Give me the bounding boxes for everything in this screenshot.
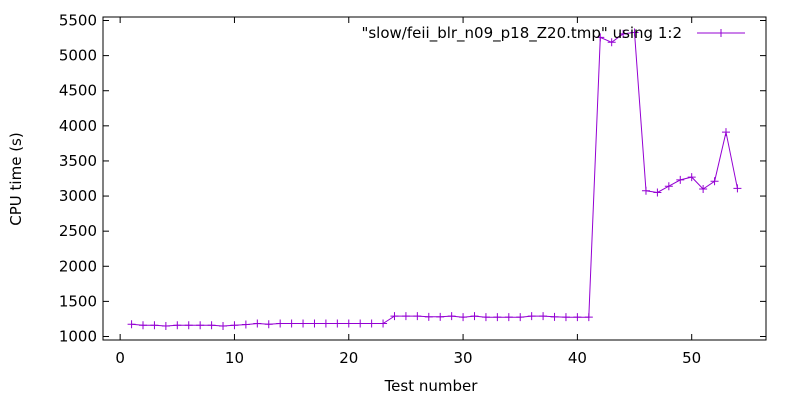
- legend: "slow/feii_blr_n09_p18_Z20.tmp" using 1:…: [361, 24, 745, 43]
- data-point: [196, 321, 205, 330]
- data-point: [139, 321, 148, 330]
- x-tick-label: 50: [682, 349, 701, 367]
- x-tick-label: 0: [115, 349, 125, 367]
- data-point: [596, 33, 605, 42]
- data-point: [470, 312, 479, 321]
- data-point: [390, 312, 399, 321]
- data-point: [676, 175, 685, 184]
- data-point: [241, 320, 250, 329]
- data-point: [721, 128, 730, 137]
- y-tick-label: 2500: [59, 222, 97, 240]
- legend-marker-glyph: [717, 29, 725, 37]
- x-tick-label: 30: [454, 349, 473, 367]
- y-tick-label: 3000: [59, 187, 97, 205]
- data-point: [481, 313, 490, 322]
- data-point: [413, 312, 422, 321]
- y-tick-label: 4000: [59, 117, 97, 135]
- data-point: [653, 188, 662, 197]
- data-point: [561, 313, 570, 322]
- data-point: [253, 319, 262, 328]
- data-point: [367, 319, 376, 328]
- data-point: [733, 184, 742, 193]
- data-point: [550, 312, 559, 321]
- data-point: [699, 185, 708, 194]
- data-point: [619, 29, 628, 38]
- series-layer: [127, 28, 742, 330]
- data-point: [333, 319, 342, 328]
- data-point: [344, 319, 353, 328]
- data-point: [664, 182, 673, 191]
- data-point: [539, 312, 548, 321]
- plot-frame: [102, 16, 767, 341]
- legend-label: "slow/feii_blr_n09_p18_Z20.tmp" using 1:…: [361, 24, 682, 43]
- data-point: [424, 312, 433, 321]
- data-point: [710, 177, 719, 186]
- data-point: [173, 321, 182, 330]
- x-axis-label: Test number: [384, 377, 479, 395]
- data-point: [310, 319, 319, 328]
- data-point: [527, 312, 536, 321]
- data-point: [150, 321, 159, 330]
- data-point: [127, 320, 136, 329]
- y-tick-label: 2000: [59, 257, 97, 275]
- data-point: [321, 319, 330, 328]
- data-point: [516, 313, 525, 322]
- data-point: [436, 312, 445, 321]
- data-point: [493, 313, 502, 322]
- y-tick-label: 1000: [59, 327, 97, 345]
- data-point: [287, 319, 296, 328]
- data-point: [607, 38, 616, 47]
- x-tick-label: 10: [225, 349, 244, 367]
- data-point: [207, 321, 216, 330]
- series-line: [131, 31, 738, 327]
- data-point: [401, 312, 410, 321]
- data-point: [184, 321, 193, 330]
- x-axis: 0 10 20 30 40 50: [115, 17, 701, 367]
- y-tick-label: 3500: [59, 152, 97, 170]
- data-point: [641, 186, 650, 195]
- y-tick-label: 1500: [59, 292, 97, 310]
- data-point: [630, 28, 639, 37]
- data-point: [356, 319, 365, 328]
- data-point: [573, 313, 582, 322]
- data-point: [447, 312, 456, 321]
- y-axis-label: CPU time (s): [7, 132, 25, 225]
- data-point: [379, 319, 388, 328]
- x-tick-label: 20: [339, 349, 358, 367]
- data-point: [299, 319, 308, 328]
- data-point: [161, 321, 170, 330]
- data-point: [687, 173, 696, 182]
- data-point: [504, 313, 513, 322]
- data-point: [584, 313, 593, 322]
- y-axis: 1000 1500 2000 2500 3000 3500 4000 4500 5000 5500: [59, 12, 766, 345]
- data-point: [264, 320, 273, 329]
- data-point: [459, 313, 468, 322]
- data-point: [276, 319, 285, 328]
- data-point: [219, 321, 228, 330]
- y-tick-label: 5500: [59, 12, 97, 30]
- x-tick-label: 40: [568, 349, 587, 367]
- y-tick-label: 4500: [59, 82, 97, 100]
- y-tick-label: 5000: [59, 47, 97, 65]
- data-point: [230, 321, 239, 330]
- legend-marker: [717, 29, 725, 37]
